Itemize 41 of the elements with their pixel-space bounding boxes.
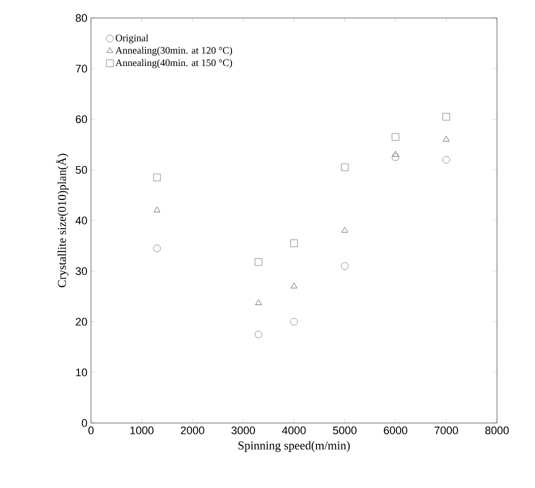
- x-tick-label: 7000: [434, 426, 458, 434]
- point: [153, 244, 161, 252]
- x-tick-label: 3000: [231, 426, 255, 434]
- x-tick-label: 6000: [384, 426, 408, 434]
- y-tick-label: 70: [76, 64, 88, 72]
- point: [442, 113, 450, 120]
- point: [392, 150, 399, 157]
- x-axis-title: Spinning speed(m/min): [238, 441, 350, 452]
- point: [290, 240, 298, 247]
- point: [392, 133, 400, 141]
- point: [341, 164, 348, 172]
- y-tick-label: 40: [76, 216, 88, 224]
- point: [442, 156, 450, 164]
- x-tick-label: 0: [88, 426, 94, 434]
- point: [154, 206, 160, 212]
- y-tick-label: 20: [76, 318, 88, 326]
- point: [342, 226, 348, 233]
- point: [153, 174, 161, 182]
- x-tick-label: 5000: [333, 426, 356, 434]
- y-tick-label: 10: [76, 368, 88, 376]
- x-tick-label: 1000: [130, 426, 154, 434]
- y-tick-label: 60: [76, 115, 88, 124]
- point: [290, 318, 298, 326]
- x-tick-label: 4000: [282, 426, 306, 434]
- point: [254, 258, 262, 266]
- point: [392, 154, 400, 161]
- point: [254, 330, 262, 338]
- x-tick-label: 2000: [180, 426, 204, 434]
- y-tick-label: 50: [76, 166, 88, 174]
- x-tick-label: 8000: [485, 426, 509, 434]
- legend-label: Original: [116, 34, 148, 44]
- y-tick-label: 0: [82, 419, 88, 427]
- legend-label: Annealing(30min. at 120 °C): [115, 46, 232, 56]
- y-tick-label: 30: [76, 267, 88, 276]
- y-tick-label: 80: [76, 14, 88, 22]
- point: [443, 136, 450, 142]
- y-axis-title: Crystallite size(010)plan(Å): [56, 154, 68, 288]
- point: [290, 282, 298, 288]
- point: [341, 262, 348, 270]
- point: [255, 299, 262, 305]
- legend-label: Annealing(40min. at 150 °C): [115, 59, 232, 68]
